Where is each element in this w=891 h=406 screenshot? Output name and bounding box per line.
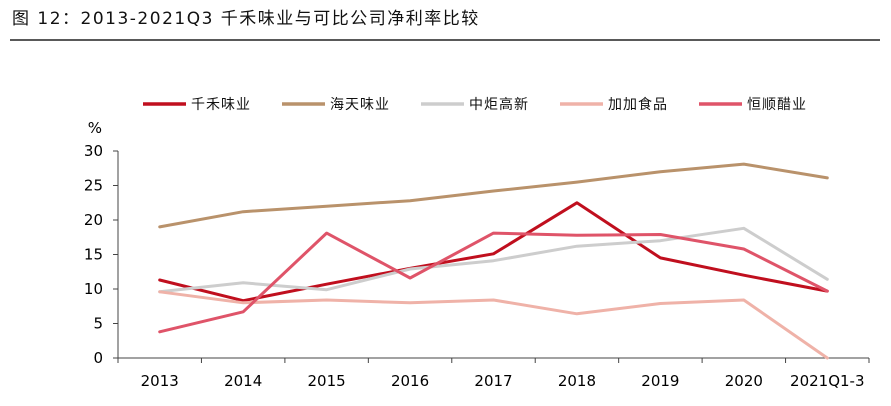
legend-label: 海天味业 [330,97,390,113]
series-line-jiajia [158,290,829,360]
series-qianhe [158,201,829,303]
x-tick-label: 2021Q1-3 [790,372,864,390]
data-point [408,267,412,271]
series-jiajia [158,290,829,360]
y-tick-label: 15 [84,246,103,264]
legend-item-hengshun: 恒顺醋业 [699,97,807,113]
axes: 0 5 10 15 20 25 30 2013 2014 2015 2016 2017 2018 2019… [84,142,870,390]
data-point [658,302,662,306]
legend: 千禾味业 海天味业 中炬高新 加加食品 恒顺醋业 [143,96,807,113]
data-point [241,281,245,285]
legend-item-jiajia: 加加食品 [560,96,668,113]
legend-label: 中炬高新 [469,96,529,113]
data-point [325,231,329,235]
data-point [241,310,245,314]
data-point [575,244,579,248]
y-tick-label: 30 [84,142,103,160]
data-point [658,170,662,174]
series-line-qianhe [158,201,829,303]
x-tick-label: 2016 [391,372,429,390]
legend-label: 恒顺醋业 [747,97,807,113]
x-tick-label: 2020 [725,372,763,390]
x-tick-label: 2015 [308,372,346,390]
data-point [742,298,746,302]
data-point [325,282,329,286]
data-point [825,176,829,180]
legend-item-qianhe: 千禾味业 [143,97,251,113]
y-tick-label: 0 [93,349,103,367]
data-point [575,180,579,184]
data-point [408,276,412,280]
x-tick-label: 2017 [474,372,512,390]
y-tick-label: 20 [84,211,103,229]
data-point [492,189,496,193]
x-tick-label: 2014 [224,372,262,390]
data-point [158,225,162,229]
data-point [241,301,245,305]
data-point [658,256,662,260]
data-point [158,330,162,334]
series-line-haitian [158,162,829,229]
data-point [742,273,746,277]
data-point [158,290,162,294]
data-point [492,298,496,302]
data-point [742,226,746,230]
series-haitian [158,162,829,229]
data-point [658,239,662,243]
x-tick-label: 2018 [558,372,596,390]
data-point [825,356,829,360]
data-point [575,201,579,205]
y-tick-label: 5 [93,315,103,333]
chart-title: 图 12：2013-2021Q3 千禾味业与可比公司净利率比较 [12,9,480,29]
data-point [492,252,496,256]
data-point [241,210,245,214]
data-point [408,301,412,305]
plot-area [158,162,829,360]
series-hengshun [158,231,829,334]
data-point [825,289,829,293]
data-point [575,233,579,237]
x-tick-label: 2013 [141,372,179,390]
data-point [658,233,662,237]
data-point [325,298,329,302]
data-point [575,312,579,316]
data-point [742,247,746,251]
y-tick-label: 10 [84,280,103,298]
series-line-hengshun [158,231,829,334]
y-tick-label: 25 [84,177,103,195]
data-point [408,199,412,203]
data-point [158,278,162,282]
data-point [492,259,496,263]
series-zhongju [158,226,829,294]
legend-item-zhongju: 中炬高新 [421,96,529,113]
y-axis-unit: % [88,119,102,137]
data-point [325,288,329,292]
x-tick-label: 2019 [641,372,679,390]
legend-label: 千禾味业 [191,97,251,113]
data-point [742,162,746,166]
data-point [492,231,496,235]
legend-item-haitian: 海天味业 [282,97,390,113]
data-point [325,204,329,208]
legend-label: 加加食品 [608,96,668,113]
data-point [825,277,829,281]
